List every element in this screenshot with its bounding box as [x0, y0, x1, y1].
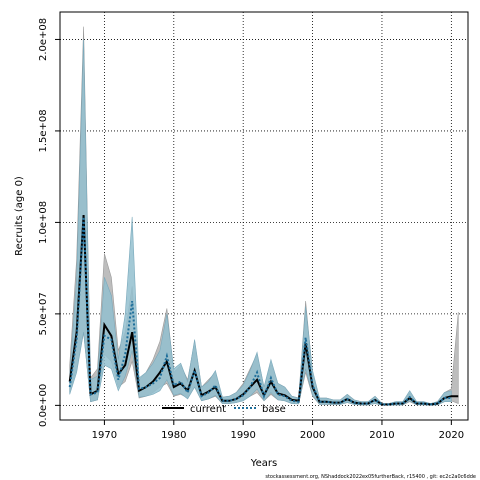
x-axis-label: Years	[250, 458, 277, 469]
line-base	[68, 216, 452, 406]
x-axis: 1970 1980 1990 2000 2010 2020	[92, 420, 464, 441]
x-tick-label: 1970	[92, 430, 117, 441]
legend: current base	[162, 404, 286, 415]
y-tick-label: 2.0e+08	[38, 18, 49, 61]
x-tick-label: 2020	[439, 430, 464, 441]
estimate-lines	[68, 215, 459, 406]
plot-frame	[59, 11, 469, 421]
confidence-bands	[69, 26, 459, 406]
y-axis: 0.0e+00 5.0e+07 1.0e+08 1.5e+08 2.0e+08	[38, 18, 60, 427]
band-base	[69, 39, 452, 406]
y-tick-label: 1.5e+08	[38, 109, 49, 152]
x-tick-label: 1990	[230, 430, 255, 441]
grid	[60, 12, 468, 420]
y-tick-label: 5.0e+07	[38, 292, 49, 335]
x-tick-label: 2010	[369, 430, 394, 441]
y-axis-label: Recruits (age 0)	[14, 176, 25, 256]
x-tick-label: 2000	[300, 430, 325, 441]
footer-credit: stockassessment.org, NShaddock2022ex05fu…	[265, 474, 476, 480]
x-tick-label: 1980	[161, 430, 186, 441]
y-tick-label: 0.0e+00	[38, 384, 49, 427]
legend-base-label: base	[262, 404, 286, 415]
y-tick-label: 1.0e+08	[38, 201, 49, 244]
legend-current-label: current	[190, 404, 226, 415]
